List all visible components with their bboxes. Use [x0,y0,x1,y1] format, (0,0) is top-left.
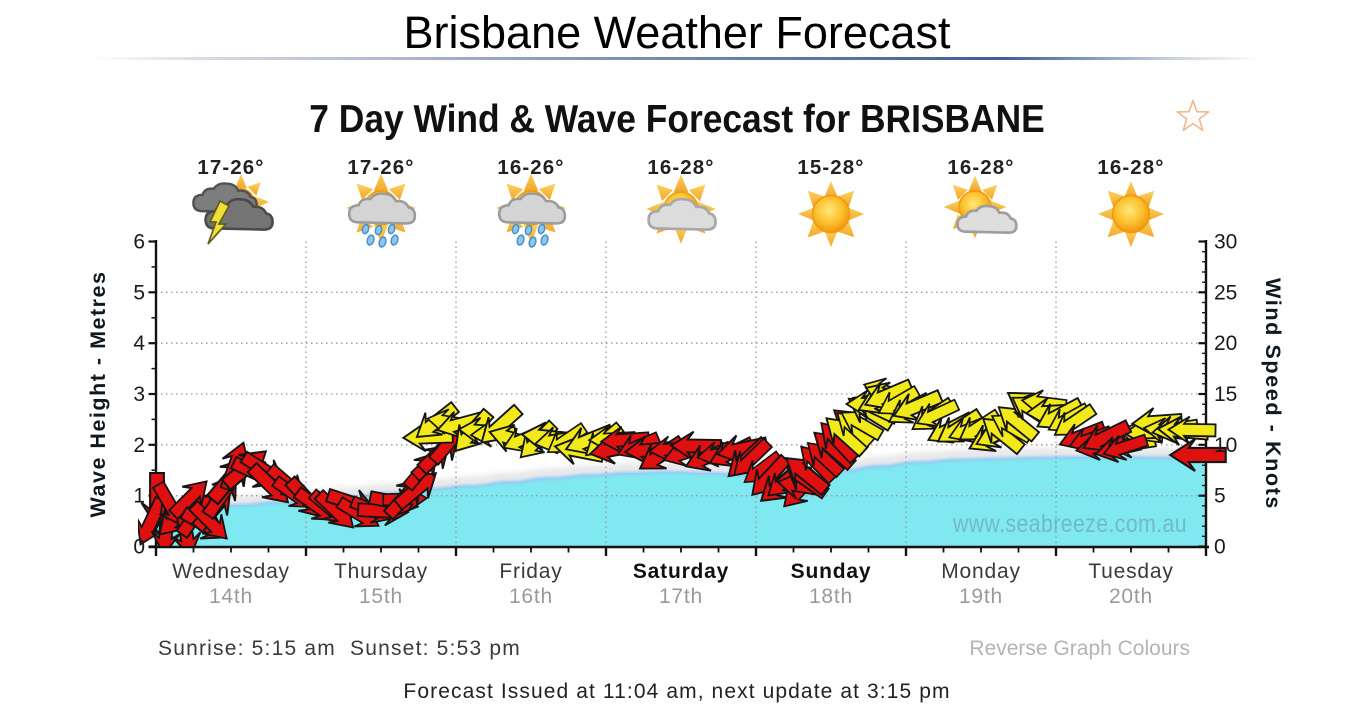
svg-text:15th: 15th [359,585,403,608]
svg-text:16-26°: 16-26° [497,156,564,179]
svg-text:16th: 16th [509,585,553,608]
svg-text:15-28°: 15-28° [797,156,864,179]
svg-text:17-26°: 17-26° [197,156,264,179]
svg-text:5: 5 [133,281,145,304]
svg-text:2: 2 [133,434,145,457]
svg-text:14th: 14th [209,585,253,608]
svg-text:6: 6 [133,231,145,254]
svg-text:4: 4 [133,332,145,355]
svg-text:www.seabreeze.com.au: www.seabreeze.com.au [952,510,1187,538]
svg-text:Friday: Friday [499,560,562,583]
svg-text:16-28°: 16-28° [1097,156,1164,179]
svg-text:0: 0 [133,536,145,559]
svg-text:25: 25 [1214,281,1237,304]
svg-text:16-28°: 16-28° [647,156,714,179]
svg-text:17th: 17th [659,585,703,608]
svg-text:3: 3 [133,383,145,406]
svg-text:Wind Speed - Knots: Wind Speed - Knots [1261,278,1284,510]
svg-text:10: 10 [1214,434,1237,457]
svg-text:17-26°: 17-26° [347,156,414,179]
svg-text:20th: 20th [1109,585,1153,608]
svg-text:20: 20 [1214,332,1237,355]
svg-text:Thursday: Thursday [334,560,428,583]
svg-text:Saturday: Saturday [633,560,729,583]
svg-text:5: 5 [1214,485,1226,508]
svg-text:15: 15 [1214,383,1237,406]
svg-text:Wave Height - Metres: Wave Height - Metres [87,271,110,518]
svg-text:Sunday: Sunday [791,560,872,583]
svg-text:18th: 18th [809,585,853,608]
svg-text:Wednesday: Wednesday [172,560,290,583]
svg-text:19th: 19th [959,585,1003,608]
svg-text:16-28°: 16-28° [947,156,1014,179]
svg-text:30: 30 [1214,231,1237,254]
svg-text:Monday: Monday [941,560,1021,583]
svg-text:0: 0 [1214,536,1226,559]
svg-text:1: 1 [133,485,145,508]
svg-text:Tuesday: Tuesday [1088,560,1173,583]
